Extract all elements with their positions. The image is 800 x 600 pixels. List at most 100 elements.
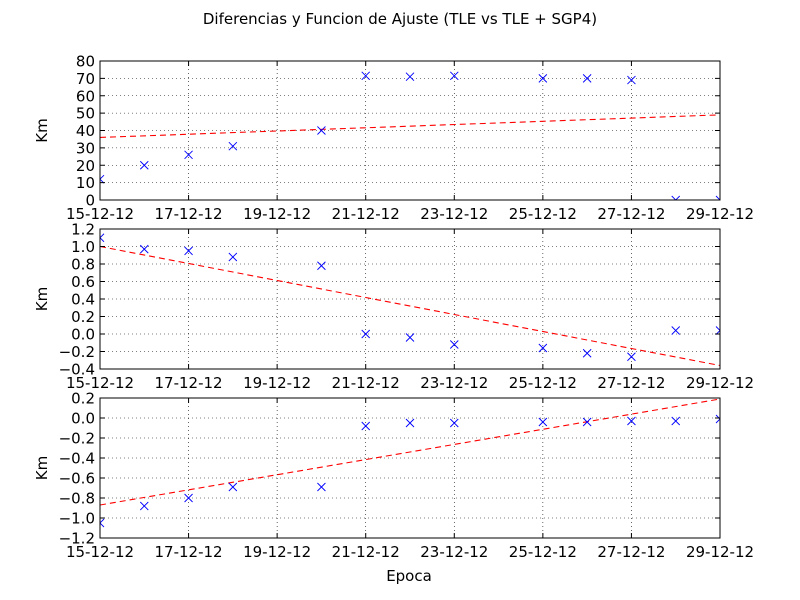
y-tick-label: 10 (76, 174, 95, 192)
x-tick-label: 23-12-12 (420, 543, 488, 561)
x-tick-label: 19-12-12 (243, 374, 311, 392)
x-tick-label: 15-12-12 (66, 543, 134, 561)
data-point (100, 233, 105, 243)
fit-line (100, 398, 720, 506)
y-tick-label: 0.4 (71, 291, 95, 309)
y-tick-label: −1.0 (59, 510, 95, 528)
y-tick-label: −1.2 (59, 530, 95, 548)
data-point (317, 126, 326, 135)
x-tick-label: 25-12-12 (509, 205, 577, 223)
data-point (715, 414, 720, 424)
x-tick-label: 23-12-12 (420, 374, 488, 392)
data-point (449, 418, 459, 428)
figure-title: Diferencias y Funcion de Ajuste (TLE vs … (203, 10, 597, 28)
data-point (184, 150, 193, 160)
data-point (715, 195, 720, 200)
y-axis-label: Km (33, 456, 51, 480)
y-tick-label: −0.2 (59, 430, 95, 448)
x-tick-label: 27-12-12 (597, 374, 665, 392)
data-point (361, 421, 371, 431)
y-tick-label: 0.6 (71, 273, 95, 291)
fit-line (100, 114, 720, 138)
data-point (671, 416, 681, 426)
data-point (449, 340, 459, 349)
x-axis-label: Epoca (386, 567, 432, 585)
y-tick-label: 1.0 (71, 238, 95, 256)
x-tick-label: 17-12-12 (155, 543, 223, 561)
data-point (317, 261, 326, 271)
data-point (671, 195, 681, 200)
x-tick-label: 19-12-12 (243, 205, 311, 223)
x-tick-label: 23-12-12 (420, 205, 488, 223)
data-point (582, 348, 592, 358)
data-point (139, 501, 149, 511)
x-tick-label: 21-12-12 (332, 374, 400, 392)
y-tick-label: 0.0 (71, 410, 95, 428)
data-point (228, 141, 238, 151)
y-tick-label: −0.8 (59, 490, 95, 508)
data-point (449, 71, 459, 81)
x-tick-label: 27-12-12 (597, 205, 665, 223)
data-point (627, 352, 636, 362)
data-point (715, 326, 720, 335)
x-tick-label: 29-12-12 (686, 374, 754, 392)
data-point (582, 417, 592, 427)
y-tick-label: −0.6 (59, 470, 95, 488)
axes-frame (99, 397, 721, 539)
data-point (405, 333, 415, 342)
x-tick-label: 25-12-12 (509, 374, 577, 392)
y-tick-label: 20 (76, 157, 95, 175)
data-point (139, 244, 149, 254)
data-point (538, 74, 548, 83)
data-point (538, 343, 548, 353)
subplot-2: 15-12-12 17-12-12 19-12-12 21-12-12 23-12-12… (33, 221, 754, 393)
y-axis-label: Km (33, 118, 51, 142)
data-point (184, 246, 193, 256)
y-tick-label: 50 (76, 105, 95, 123)
data-point (228, 252, 238, 262)
data-point (100, 174, 105, 184)
x-tick-label: 19-12-12 (243, 543, 311, 561)
y-tick-label: −0.4 (59, 450, 95, 468)
subplot-1: 15-12-12 17-12-12 19-12-12 21-12-12 23-12-12… (33, 53, 754, 224)
x-tick-label: 29-12-12 (686, 543, 754, 561)
x-tick-label: 17-12-12 (155, 205, 223, 223)
x-tick-label: 27-12-12 (597, 543, 665, 561)
x-tick-label: 17-12-12 (155, 374, 223, 392)
y-tick-label: 80 (76, 53, 95, 71)
y-tick-label: 40 (76, 122, 95, 140)
data-point (361, 71, 371, 81)
x-tick-label: 29-12-12 (686, 205, 754, 223)
subplots: 15-12-12 17-12-12 19-12-12 21-12-12 23-12-12… (33, 53, 754, 562)
x-tick-label: 25-12-12 (509, 543, 577, 561)
data-point (538, 417, 548, 427)
data-point (139, 160, 149, 170)
y-tick-label: 70 (76, 70, 95, 88)
y-tick-label: 0.2 (71, 390, 95, 408)
data-point (671, 326, 681, 335)
data-point (184, 493, 193, 503)
data-point (228, 482, 238, 492)
fit-line (100, 245, 720, 367)
y-tick-label: 0.2 (71, 308, 95, 326)
data-point (405, 72, 415, 81)
x-tick-label: 15-12-12 (66, 205, 134, 223)
data-point (361, 329, 371, 339)
data-point (627, 75, 636, 85)
data-point (317, 482, 326, 492)
x-tick-label: 21-12-12 (332, 205, 400, 223)
data-point (582, 74, 592, 83)
y-tick-label: 30 (76, 139, 95, 157)
x-tick-label: 15-12-12 (66, 374, 134, 392)
y-tick-label: −0.4 (59, 361, 95, 379)
y-tick-label: 0.0 (71, 326, 95, 344)
y-tick-label: −0.2 (59, 343, 95, 361)
data-point (100, 518, 105, 528)
data-point (627, 416, 636, 426)
subplot-3: 15-12-12 17-12-12 19-12-12 21-12-12 23-12-12… (33, 390, 754, 562)
y-axis-label: Km (33, 287, 51, 311)
y-tick-label: 1.2 (71, 221, 95, 239)
x-tick-label: 21-12-12 (332, 543, 400, 561)
y-tick-label: 0 (85, 192, 95, 210)
